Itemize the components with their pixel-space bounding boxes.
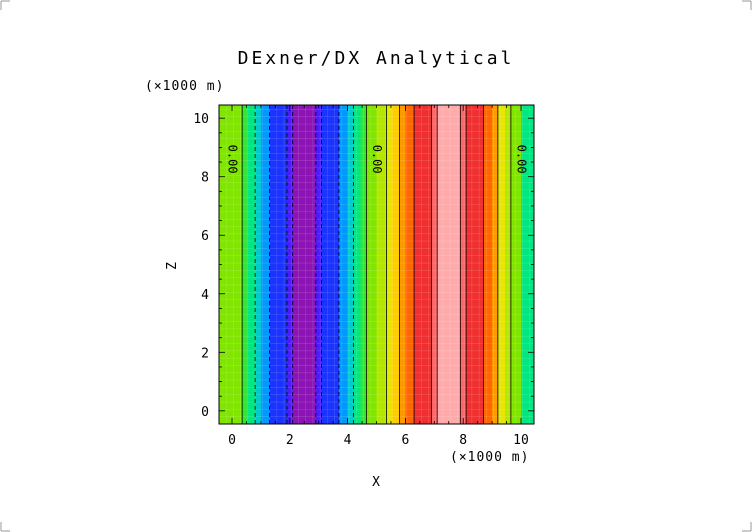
color-bands	[219, 105, 535, 424]
color-band-8	[315, 105, 323, 424]
x-axis-units: (×1000 m)	[450, 450, 529, 465]
z-tick-label: 0	[201, 405, 209, 420]
color-band-4	[260, 105, 271, 424]
contour-label-0: 0.00	[226, 145, 240, 174]
color-band-28	[505, 105, 512, 424]
x-tick-label: 2	[286, 433, 294, 448]
color-band-29	[510, 105, 522, 424]
z-tick-label: 4	[201, 288, 209, 303]
y-axis-units: (×1000 m)	[145, 79, 224, 94]
axis-ticks: 0 2 4 6 8 10 0 2 4 6 8 10	[193, 105, 534, 448]
color-band-18	[399, 105, 406, 424]
color-band-1	[242, 105, 249, 424]
color-band-3	[255, 105, 262, 424]
gridlines	[218, 105, 534, 425]
x-tick-label: 10	[513, 433, 529, 448]
contour-label-1: 0.00	[370, 145, 384, 174]
z-tick-label: 6	[201, 229, 209, 244]
color-band-9	[321, 105, 340, 424]
x-tick-label: 0	[228, 433, 236, 448]
contour-lines	[241, 105, 512, 424]
x-tick-label: 4	[344, 433, 352, 448]
color-band-20	[414, 105, 432, 424]
contour-label-2: 0.00	[514, 145, 528, 174]
color-band-24	[466, 105, 484, 424]
color-band-22	[437, 105, 461, 424]
x-tick-label: 8	[459, 433, 467, 448]
color-band-11	[347, 105, 354, 424]
color-band-14	[366, 105, 377, 424]
z-tick-label: 8	[201, 171, 209, 186]
color-band-25	[483, 105, 493, 424]
color-band-0	[219, 105, 243, 424]
color-band-23	[460, 105, 467, 424]
color-band-21	[431, 105, 438, 424]
color-band-13	[360, 105, 367, 424]
z-tick-label: 10	[193, 112, 209, 127]
color-band-16	[386, 105, 393, 424]
color-band-12	[353, 105, 362, 424]
color-band-27	[497, 105, 506, 424]
color-band-17	[392, 105, 401, 424]
color-band-6	[286, 105, 294, 424]
color-band-26	[492, 105, 499, 424]
x-tick-label: 6	[401, 433, 409, 448]
y-axis-label: Z	[165, 262, 180, 270]
color-band-7	[292, 105, 317, 424]
contour-labels: 0.00 0.00 0.00	[226, 145, 529, 174]
color-band-10	[338, 105, 349, 424]
color-band-30	[520, 105, 535, 424]
chart-title: DExner/DX Analytical	[238, 48, 515, 69]
color-band-2	[247, 105, 256, 424]
color-band-15	[376, 105, 388, 424]
color-band-19	[405, 105, 415, 424]
x-axis-label: X	[372, 475, 380, 490]
z-tick-label: 2	[201, 346, 209, 361]
color-band-5	[269, 105, 288, 424]
